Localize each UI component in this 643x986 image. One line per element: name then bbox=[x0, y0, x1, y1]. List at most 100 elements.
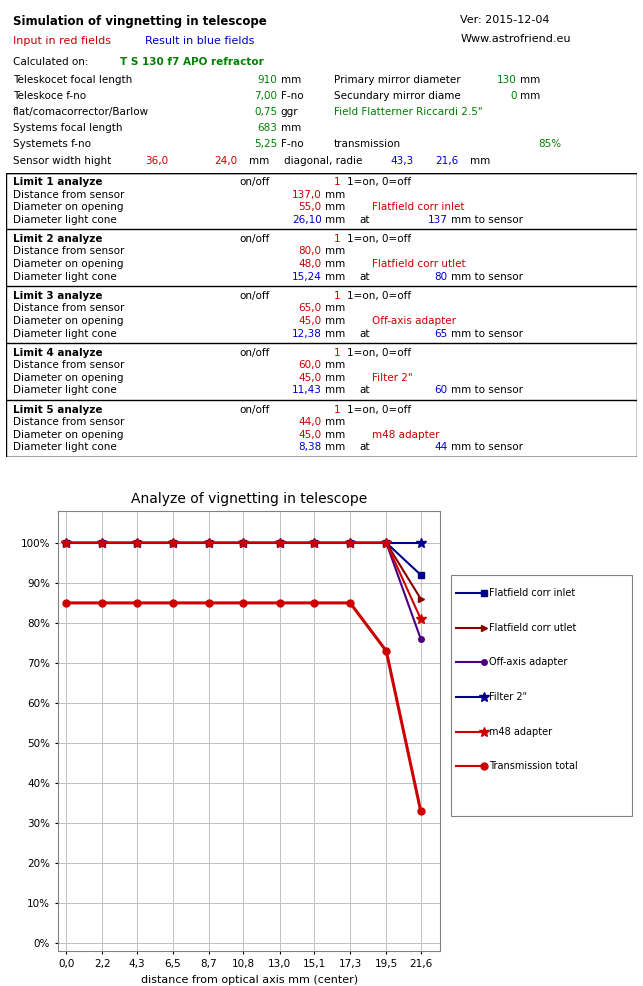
m48 adapter bbox=[276, 537, 284, 549]
Flatfield corr inlet bbox=[133, 537, 141, 549]
Text: Field Flatterner Riccardi 2.5": Field Flatterner Riccardi 2.5" bbox=[334, 106, 483, 116]
Flatfield corr inlet bbox=[62, 537, 70, 549]
Text: 137: 137 bbox=[428, 215, 448, 225]
Flatfield corr utlet bbox=[276, 537, 284, 549]
Filter 2" bbox=[98, 537, 106, 549]
Text: on/off: on/off bbox=[240, 404, 270, 415]
Text: at: at bbox=[359, 328, 370, 339]
Text: 0,75: 0,75 bbox=[254, 106, 277, 116]
Text: 1: 1 bbox=[334, 404, 340, 415]
Text: mm: mm bbox=[325, 259, 345, 269]
Text: mm: mm bbox=[325, 417, 345, 427]
Filter 2" bbox=[133, 537, 141, 549]
Filter 2" bbox=[383, 537, 390, 549]
Text: 26,10: 26,10 bbox=[292, 215, 322, 225]
Text: 1: 1 bbox=[334, 291, 340, 301]
Text: 137,0: 137,0 bbox=[292, 189, 322, 199]
m48 adapter bbox=[347, 537, 354, 549]
Text: mm: mm bbox=[325, 373, 345, 383]
Text: 45,0: 45,0 bbox=[298, 373, 322, 383]
Text: 43,3: 43,3 bbox=[391, 157, 414, 167]
Text: Primary mirror diameter: Primary mirror diameter bbox=[334, 75, 461, 85]
Off-axis adapter bbox=[383, 537, 390, 549]
Text: 21,6: 21,6 bbox=[435, 157, 458, 167]
Text: m48 adapter: m48 adapter bbox=[372, 430, 439, 440]
Transmission total bbox=[383, 645, 390, 657]
Text: at: at bbox=[359, 215, 370, 225]
Text: mm: mm bbox=[280, 75, 301, 85]
Text: Sensor width hight: Sensor width hight bbox=[13, 157, 111, 167]
Text: on/off: on/off bbox=[240, 348, 270, 358]
Text: Ver: 2015-12-04: Ver: 2015-12-04 bbox=[460, 15, 550, 25]
Text: 45,0: 45,0 bbox=[298, 430, 322, 440]
Text: 80,0: 80,0 bbox=[298, 246, 322, 256]
Off-axis adapter bbox=[276, 537, 284, 549]
m48 adapter bbox=[62, 537, 70, 549]
Text: 60: 60 bbox=[435, 386, 448, 395]
Text: 55,0: 55,0 bbox=[298, 202, 322, 212]
Text: mm: mm bbox=[325, 272, 345, 282]
Text: mm: mm bbox=[325, 443, 345, 453]
FancyBboxPatch shape bbox=[451, 575, 632, 815]
Filter 2" bbox=[205, 537, 213, 549]
Text: Diameter on opening: Diameter on opening bbox=[13, 430, 123, 440]
Text: mm: mm bbox=[325, 328, 345, 339]
Flatfield corr utlet bbox=[169, 537, 177, 549]
Text: Diameter light cone: Diameter light cone bbox=[13, 443, 116, 453]
Text: 44: 44 bbox=[434, 443, 448, 453]
Text: Diameter on opening: Diameter on opening bbox=[13, 316, 123, 326]
Text: Filter 2": Filter 2" bbox=[372, 373, 413, 383]
Flatfield corr inlet bbox=[383, 537, 390, 549]
FancyBboxPatch shape bbox=[6, 173, 637, 457]
Text: 8,38: 8,38 bbox=[298, 443, 322, 453]
Text: Teleskoce f-no: Teleskoce f-no bbox=[13, 91, 86, 101]
Flatfield corr utlet bbox=[205, 537, 213, 549]
Line: Off-axis adapter: Off-axis adapter bbox=[63, 540, 424, 642]
Filter 2" bbox=[62, 537, 70, 549]
Flatfield corr utlet bbox=[310, 537, 318, 549]
Text: mm to sensor: mm to sensor bbox=[451, 386, 523, 395]
Text: 683: 683 bbox=[257, 122, 277, 133]
Flatfield corr inlet bbox=[276, 537, 284, 549]
Text: mm: mm bbox=[325, 189, 345, 199]
Text: Flatfield corr utlet: Flatfield corr utlet bbox=[372, 259, 466, 269]
Flatfield corr utlet bbox=[62, 537, 70, 549]
m48 adapter bbox=[240, 537, 248, 549]
Text: Diameter light cone: Diameter light cone bbox=[13, 386, 116, 395]
Filter 2" bbox=[417, 537, 424, 549]
Line: Filter 2": Filter 2" bbox=[61, 538, 426, 547]
Transmission total bbox=[169, 597, 177, 608]
Text: 15,24: 15,24 bbox=[292, 272, 322, 282]
Flatfield corr inlet bbox=[169, 537, 177, 549]
Transmission total bbox=[310, 597, 318, 608]
Text: Flatfield corr utlet: Flatfield corr utlet bbox=[489, 622, 577, 633]
Text: mm to sensor: mm to sensor bbox=[451, 215, 523, 225]
Text: mm: mm bbox=[325, 303, 345, 314]
Transmission total bbox=[62, 597, 70, 608]
Text: mm: mm bbox=[325, 316, 345, 326]
X-axis label: distance from optical axis mm (center): distance from optical axis mm (center) bbox=[141, 975, 358, 985]
Text: mm: mm bbox=[325, 386, 345, 395]
Flatfield corr utlet bbox=[383, 537, 390, 549]
Text: Limit 4 analyze: Limit 4 analyze bbox=[13, 348, 102, 358]
Text: Distance from sensor: Distance from sensor bbox=[13, 189, 124, 199]
Text: 1=on, 0=off: 1=on, 0=off bbox=[347, 348, 411, 358]
Text: Distance from sensor: Distance from sensor bbox=[13, 303, 124, 314]
Text: 24,0: 24,0 bbox=[214, 157, 237, 167]
Text: transmission: transmission bbox=[334, 139, 401, 149]
Line: Flatfield corr inlet: Flatfield corr inlet bbox=[63, 540, 424, 578]
Text: mm: mm bbox=[325, 215, 345, 225]
Text: 1: 1 bbox=[334, 235, 340, 245]
Text: Diameter light cone: Diameter light cone bbox=[13, 215, 116, 225]
Text: 48,0: 48,0 bbox=[298, 259, 322, 269]
Filter 2" bbox=[310, 537, 318, 549]
Text: Systems focal length: Systems focal length bbox=[13, 122, 122, 133]
Off-axis adapter bbox=[98, 537, 106, 549]
Text: mm to sensor: mm to sensor bbox=[451, 443, 523, 453]
Text: 5,25: 5,25 bbox=[254, 139, 277, 149]
Text: Limit 1 analyze: Limit 1 analyze bbox=[13, 177, 102, 187]
Text: at: at bbox=[359, 386, 370, 395]
Flatfield corr inlet bbox=[205, 537, 213, 549]
Text: mm to sensor: mm to sensor bbox=[451, 272, 523, 282]
Transmission total bbox=[240, 597, 248, 608]
